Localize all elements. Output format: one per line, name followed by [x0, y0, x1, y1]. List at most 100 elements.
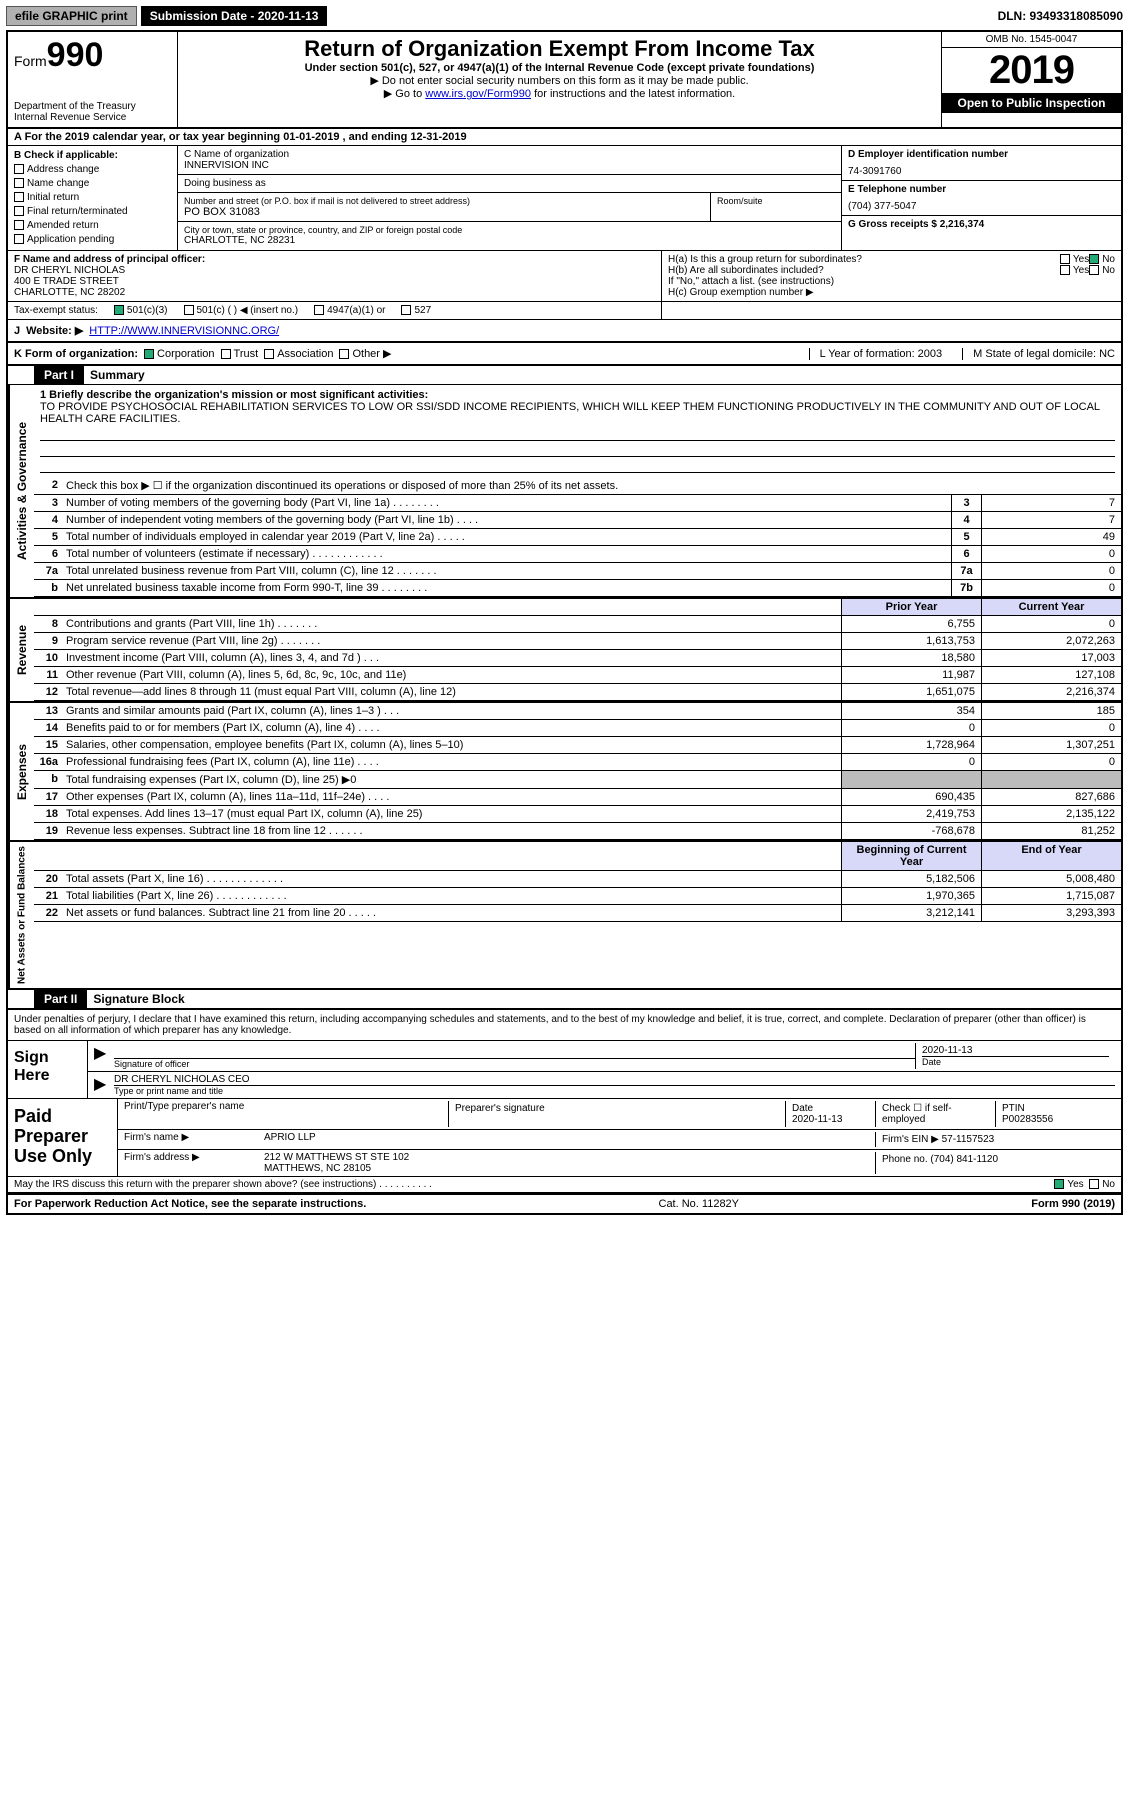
hc-right: [661, 302, 1121, 319]
j-label: J: [14, 325, 20, 337]
hb-no[interactable]: [1089, 265, 1099, 275]
mission-label: 1 Briefly describe the organization's mi…: [40, 389, 428, 401]
prep-selfemp[interactable]: Check ☐ if self-employed: [875, 1101, 995, 1127]
chk-corp[interactable]: Corporation: [144, 348, 214, 360]
cell-org: C Name of organization INNERVISION INC: [178, 146, 841, 175]
line-20: 20Total assets (Part X, line 16) . . . .…: [34, 871, 1121, 888]
l2-desc: Check this box ▶ ☐ if the organization d…: [62, 477, 1121, 494]
d-label: D Employer identification number: [848, 149, 1115, 160]
row-f-h: F Name and address of principal officer:…: [8, 251, 1121, 302]
hb-yes[interactable]: [1060, 265, 1070, 275]
line-10: 10Investment income (Part VIII, column (…: [34, 650, 1121, 667]
org-name: INNERVISION INC: [184, 160, 835, 171]
form-outer: Form990 Department of the Treasury Inter…: [6, 30, 1123, 1215]
ha-yes[interactable]: [1060, 254, 1070, 264]
form-990-page: efile GRAPHIC print Submission Date - 20…: [0, 0, 1129, 1221]
part2-title: Signature Block: [87, 990, 190, 1008]
chk-527[interactable]: 527: [401, 305, 431, 316]
chk-address[interactable]: Address change: [14, 163, 171, 177]
paid-body: Print/Type preparer's name Preparer's si…: [118, 1099, 1121, 1176]
chk-assoc[interactable]: Association: [264, 348, 333, 360]
f-label: F Name and address of principal officer:: [14, 254, 205, 265]
section-netassets: Net Assets or Fund Balances Beginning of…: [8, 842, 1121, 990]
discuss-yes[interactable]: Yes: [1054, 1179, 1083, 1190]
sign-here-label: Sign Here: [8, 1041, 88, 1098]
chk-pending[interactable]: Application pending: [14, 233, 171, 247]
addr-val: PO BOX 31083: [184, 206, 704, 218]
form-label: Form: [14, 53, 47, 69]
cell-g: G Gross receipts $ 2,216,374: [842, 216, 1121, 233]
subtitle-2: ▶ Do not enter social security numbers o…: [184, 74, 935, 87]
subtitle-3: ▶ Go to www.irs.gov/Form990 for instruct…: [184, 87, 935, 100]
col-mid: C Name of organization INNERVISION INC D…: [178, 146, 841, 250]
discuss-row: May the IRS discuss this return with the…: [8, 1176, 1121, 1193]
chk-name[interactable]: Name change: [14, 177, 171, 191]
chk-trust[interactable]: Trust: [221, 348, 259, 360]
line-22: 22Net assets or fund balances. Subtract …: [34, 905, 1121, 922]
officer-name-label: Type or print name and title: [114, 1086, 1115, 1096]
discuss-no[interactable]: No: [1089, 1179, 1115, 1190]
hb-label: H(b) Are all subordinates included?: [668, 265, 1060, 276]
line-3: 3Number of voting members of the governi…: [34, 495, 1121, 512]
footer-mid: Cat. No. 11282Y: [366, 1198, 1031, 1210]
prep-sig-hdr: Preparer's signature: [448, 1101, 785, 1127]
line-17: 17Other expenses (Part IX, column (A), l…: [34, 789, 1121, 806]
hdr-begin: Beginning of Current Year: [841, 842, 981, 870]
c-label: C Name of organization: [184, 149, 835, 160]
sign-body: ▶ Signature of officer 2020-11-13 Date ▶…: [88, 1041, 1121, 1098]
discuss-text: May the IRS discuss this return with the…: [14, 1179, 1054, 1190]
chk-amended[interactable]: Amended return: [14, 219, 171, 233]
col-b-head: B Check if applicable:: [14, 149, 171, 163]
part1-bar: Part I: [34, 366, 84, 384]
j-text: Website: ▶: [26, 324, 83, 337]
officer-addr2: CHARLOTTE, NC 28202: [14, 287, 125, 298]
ha-no[interactable]: [1089, 254, 1099, 264]
line-6: 6Total number of volunteers (estimate if…: [34, 546, 1121, 563]
part1-title: Summary: [84, 366, 151, 384]
chk-4947[interactable]: 4947(a)(1) or: [314, 305, 385, 316]
cell-dba: Doing business as: [178, 175, 841, 193]
hb2-text: If "No," attach a list. (see instruction…: [668, 276, 1115, 287]
footer: For Paperwork Reduction Act Notice, see …: [8, 1193, 1121, 1213]
line-12: 12Total revenue—add lines 8 through 11 (…: [34, 684, 1121, 701]
dept-treasury: Department of the Treasury: [14, 101, 171, 112]
chk-other[interactable]: Other ▶: [339, 347, 391, 360]
line-9: 9Program service revenue (Part VIII, lin…: [34, 633, 1121, 650]
cell-city: City or town, state or province, country…: [178, 222, 841, 249]
ptin-val: P00283556: [1002, 1114, 1053, 1125]
section-expenses: Expenses 13Grants and similar amounts pa…: [8, 703, 1121, 842]
header-left: Form990 Department of the Treasury Inter…: [8, 32, 178, 127]
line-5: 5Total number of individuals employed in…: [34, 529, 1121, 546]
footer-left: For Paperwork Reduction Act Notice, see …: [14, 1198, 366, 1210]
body-grid: B Check if applicable: Address change Na…: [8, 146, 1121, 251]
chk-501c[interactable]: 501(c) ( ) ◀ (insert no.): [184, 305, 299, 316]
form-title: Return of Organization Exempt From Incom…: [184, 36, 935, 62]
row-a: A For the 2019 calendar year, or tax yea…: [8, 129, 1121, 146]
efile-print-button[interactable]: efile GRAPHIC print: [6, 6, 137, 26]
line-b: bNet unrelated business taxable income f…: [34, 580, 1121, 597]
part1-header: Part I Summary: [8, 366, 1121, 385]
sig-arrow2-icon: ▶: [94, 1074, 114, 1096]
line-15: 15Salaries, other compensation, employee…: [34, 737, 1121, 754]
instructions-link[interactable]: www.irs.gov/Form990: [425, 88, 531, 100]
m-state: M State of legal domicile: NC: [962, 348, 1115, 360]
firm-addr2: MATTHEWS, NC 28105: [264, 1163, 371, 1174]
sig-date-label: Date: [922, 1057, 1109, 1067]
sig-date-val: 2020-11-13: [922, 1045, 1109, 1057]
paid-preparer-row: Paid Preparer Use Only Print/Type prepar…: [8, 1098, 1121, 1176]
submission-date-button[interactable]: Submission Date - 2020-11-13: [141, 6, 328, 26]
ptin-hdr: PTIN: [1002, 1103, 1025, 1114]
topbar: efile GRAPHIC print Submission Date - 20…: [6, 6, 1123, 26]
chk-final[interactable]: Final return/terminated: [14, 205, 171, 219]
chk-501c3[interactable]: 501(c)(3): [114, 305, 168, 316]
form-number: 990: [47, 36, 104, 74]
website-link[interactable]: HTTP://WWW.INNERVISIONNC.ORG/: [89, 325, 279, 337]
line-16a: 16aProfessional fundraising fees (Part I…: [34, 754, 1121, 771]
sig-officer-label: Signature of officer: [114, 1059, 915, 1069]
hc-label: H(c) Group exemption number ▶: [668, 287, 1115, 298]
row-k: K Form of organization: Corporation Trus…: [8, 343, 1121, 366]
sub3-post: for instructions and the latest informat…: [531, 88, 735, 100]
header-mid: Return of Organization Exempt From Incom…: [178, 32, 941, 127]
hdr-curr: Current Year: [981, 599, 1121, 615]
chk-initial[interactable]: Initial return: [14, 191, 171, 205]
